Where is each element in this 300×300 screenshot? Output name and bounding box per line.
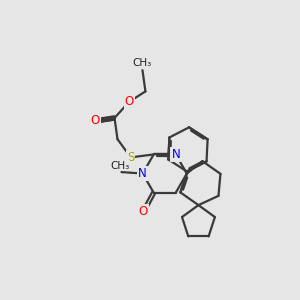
Text: O: O (139, 205, 148, 218)
Text: N: N (138, 167, 147, 180)
Text: CH₃: CH₃ (110, 160, 130, 171)
Text: S: S (127, 151, 134, 164)
Text: N: N (171, 148, 180, 161)
Text: O: O (124, 95, 134, 108)
Text: O: O (91, 114, 100, 128)
Text: CH₃: CH₃ (133, 58, 152, 68)
